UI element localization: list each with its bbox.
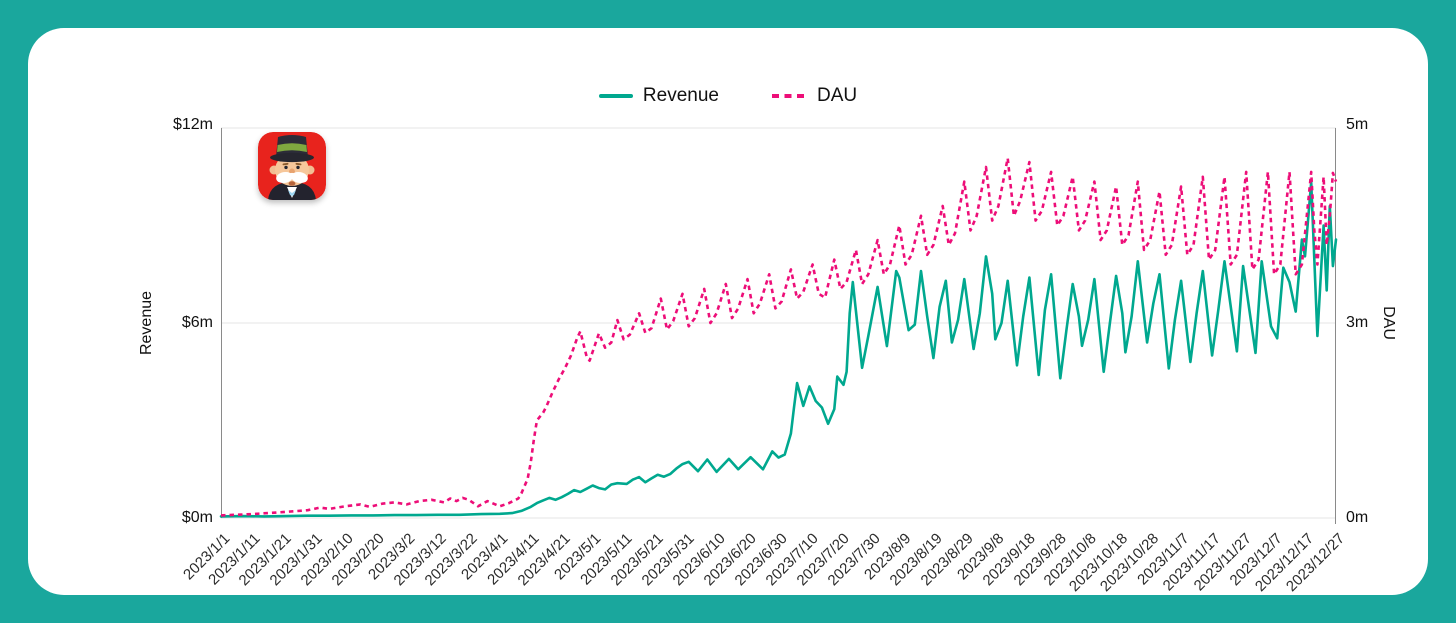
left-axis-tick-6m: $6m (181, 314, 213, 331)
monopoly-go-app-icon (258, 132, 326, 200)
legend-item-dau[interactable]: DAU (771, 85, 857, 107)
right-axis-title: DAU (1380, 306, 1397, 340)
x-axis-labels: 2023/1/1 2023/1/11 2023/1/21 2023/1/31 2023/… (180, 526, 1348, 621)
legend-label-revenue: Revenue (642, 85, 719, 106)
legend-item-revenue[interactable]: Revenue (598, 85, 719, 107)
left-axis-tick-12m: $12m (172, 116, 213, 133)
chart-legend: Revenue DAU (28, 85, 1428, 107)
right-axis-tick-5m: 5m (1346, 116, 1369, 133)
chart-plot-area[interactable] (219, 127, 1338, 524)
right-axis-tick-0m: 0m (1346, 509, 1369, 526)
right-axis-tick-3m: 3m (1346, 314, 1369, 331)
bow-tie-shape (288, 190, 296, 196)
chart-canvas[interactable] (219, 127, 1338, 524)
left-axis-title: Revenue (138, 290, 155, 356)
revenue-series-line (219, 181, 1338, 518)
left-axis-tick-0m: $0m (181, 509, 213, 526)
revenue-line-swatch-icon (598, 94, 633, 98)
chart-card: Revenue DAU $12m $6m $0m 5m 3m 0m Revenu… (28, 28, 1428, 595)
dau-series-line (220, 156, 1338, 517)
dau-dashed-line-swatch-icon (771, 94, 806, 98)
legend-label-dau: DAU (816, 85, 858, 106)
